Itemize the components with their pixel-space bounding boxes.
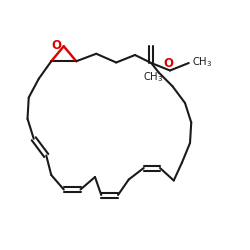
Text: CH$_3$: CH$_3$ xyxy=(192,56,212,70)
Text: O: O xyxy=(164,57,174,70)
Text: O: O xyxy=(52,39,62,52)
Text: CH$_3$: CH$_3$ xyxy=(143,70,164,85)
